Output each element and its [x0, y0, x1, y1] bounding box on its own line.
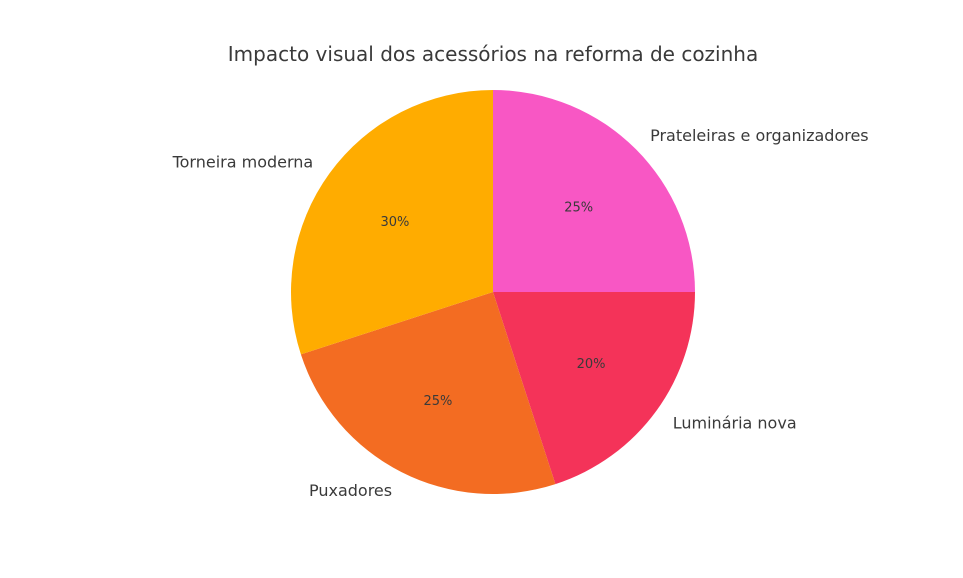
pie-slices	[290, 90, 695, 494]
pie-slice-prateleiras-e-organizadores	[493, 90, 695, 292]
pct-label-torneira-moderna: 30%	[380, 215, 409, 230]
pie-slice-luminaria-nova	[493, 292, 695, 485]
slice-label-torneira-moderna: Torneira moderna	[172, 152, 314, 171]
slice-label-prateleiras-e-organizadores: Prateleiras e organizadores	[650, 126, 869, 145]
pie-labels: 25% Prateleiras e organizadores 20% Luminár…	[172, 126, 869, 500]
pct-label-puxadores: 25%	[424, 394, 453, 409]
pie-slice-puxadores	[300, 292, 556, 494]
pct-label-prateleiras-e-organizadores: 25%	[564, 200, 593, 215]
pie-slice-torneira-moderna	[290, 90, 493, 355]
slice-label-puxadores: Puxadores	[309, 481, 392, 500]
chart-title: Impacto visual dos acessórios na reforma…	[228, 42, 758, 66]
pct-label-luminaria-nova: 20%	[577, 357, 606, 372]
slice-label-luminaria-nova: Luminária nova	[673, 414, 797, 433]
